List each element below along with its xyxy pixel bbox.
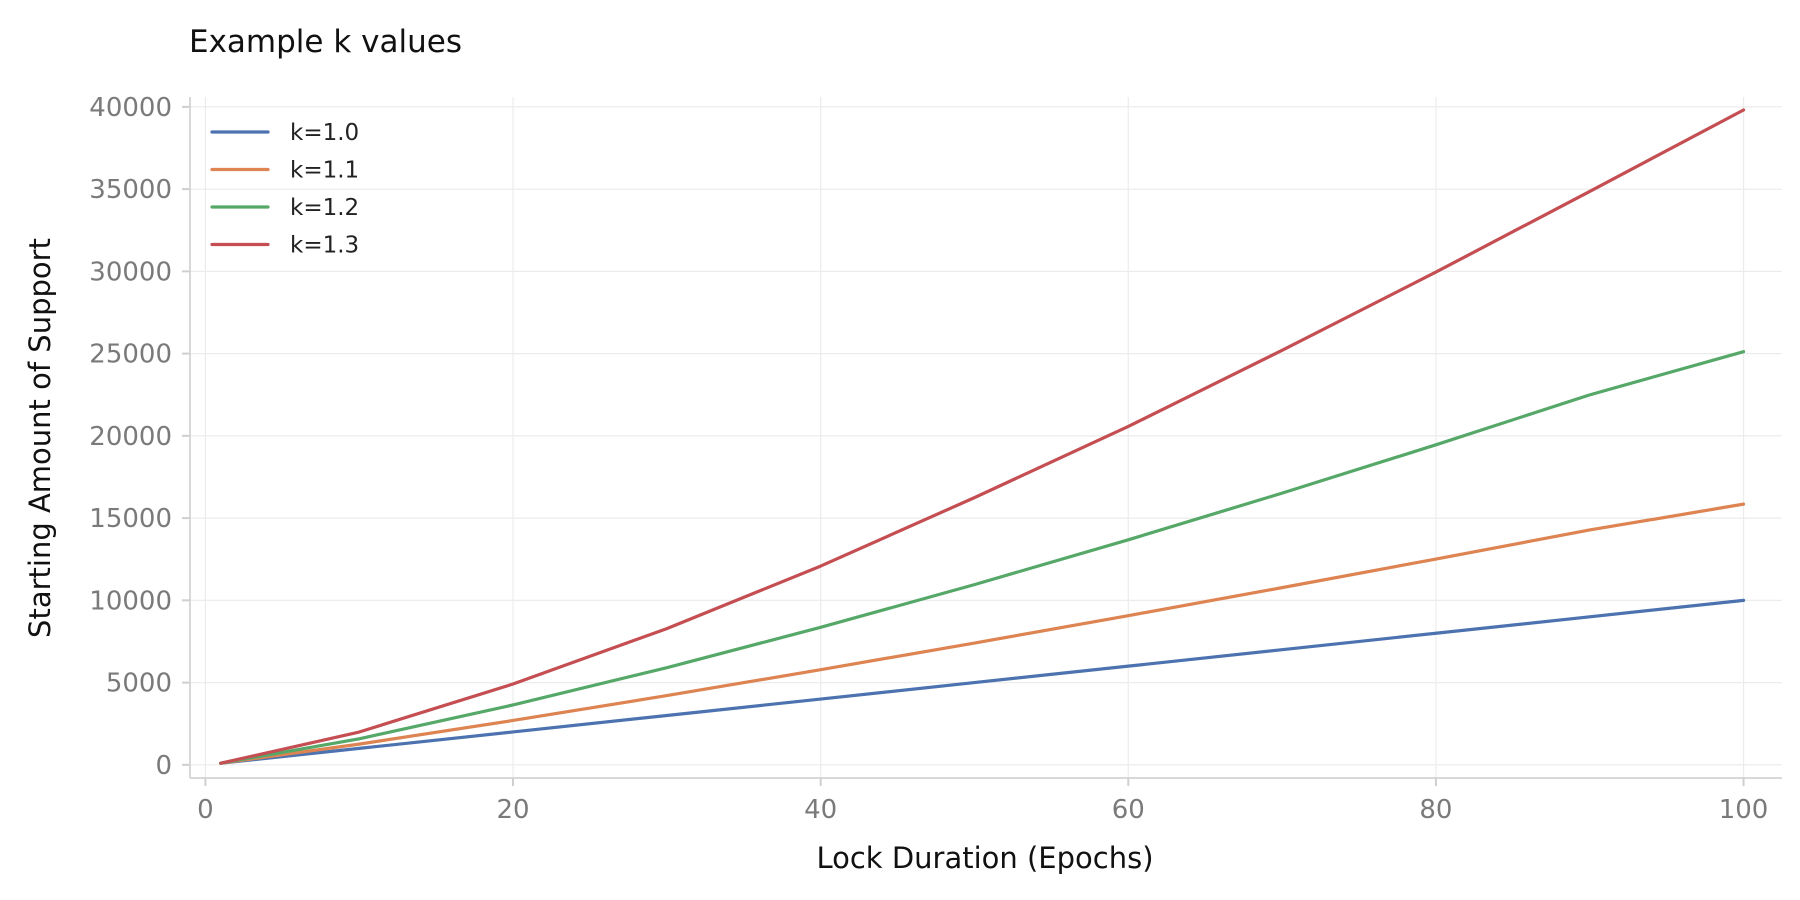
legend-label-4: k=1.3 [290,233,359,259]
legend-label-1: k=1.0 [290,120,359,146]
x-tick-label: 40 [804,795,837,825]
x-axis-label: Lock Duration (Epochs) [816,841,1153,875]
y-tick-label: 5000 [106,669,172,699]
y-tick-label: 40000 [89,93,172,123]
series-line-1 [219,598,1746,765]
legend: k=1.0 k=1.1 k=1.2 k=1.3 [210,120,359,259]
y-axis-label: Starting Amount of Support [23,238,57,638]
x-tick-label: 0 [197,795,214,825]
plot-grid [190,97,1782,778]
y-tick-label: 0 [155,751,172,781]
plot-axes [189,97,1782,779]
chart-title: Example k values [189,24,462,60]
x-tick-label: 60 [1112,795,1145,825]
y-tick-label: 30000 [89,257,172,287]
y-tick-label: 35000 [89,175,172,205]
x-tick-label: 20 [496,795,529,825]
y-tick-label: 25000 [89,340,172,370]
y-tick-label: 20000 [89,422,172,452]
plot-ticks: 0 20 40 60 80 100 0 5000 10000 15000 20000 25000 300… [89,93,1768,825]
series-line-4 [219,108,1746,765]
series-line-3 [219,350,1746,765]
x-tick-label: 100 [1719,795,1769,825]
legend-label-3: k=1.2 [290,195,359,221]
plot-lines [219,108,1746,765]
legend-label-2: k=1.1 [290,158,359,184]
x-tick-label: 80 [1419,795,1452,825]
y-tick-label: 10000 [89,586,172,616]
y-tick-label: 15000 [89,504,172,534]
series-line-2 [219,502,1746,765]
